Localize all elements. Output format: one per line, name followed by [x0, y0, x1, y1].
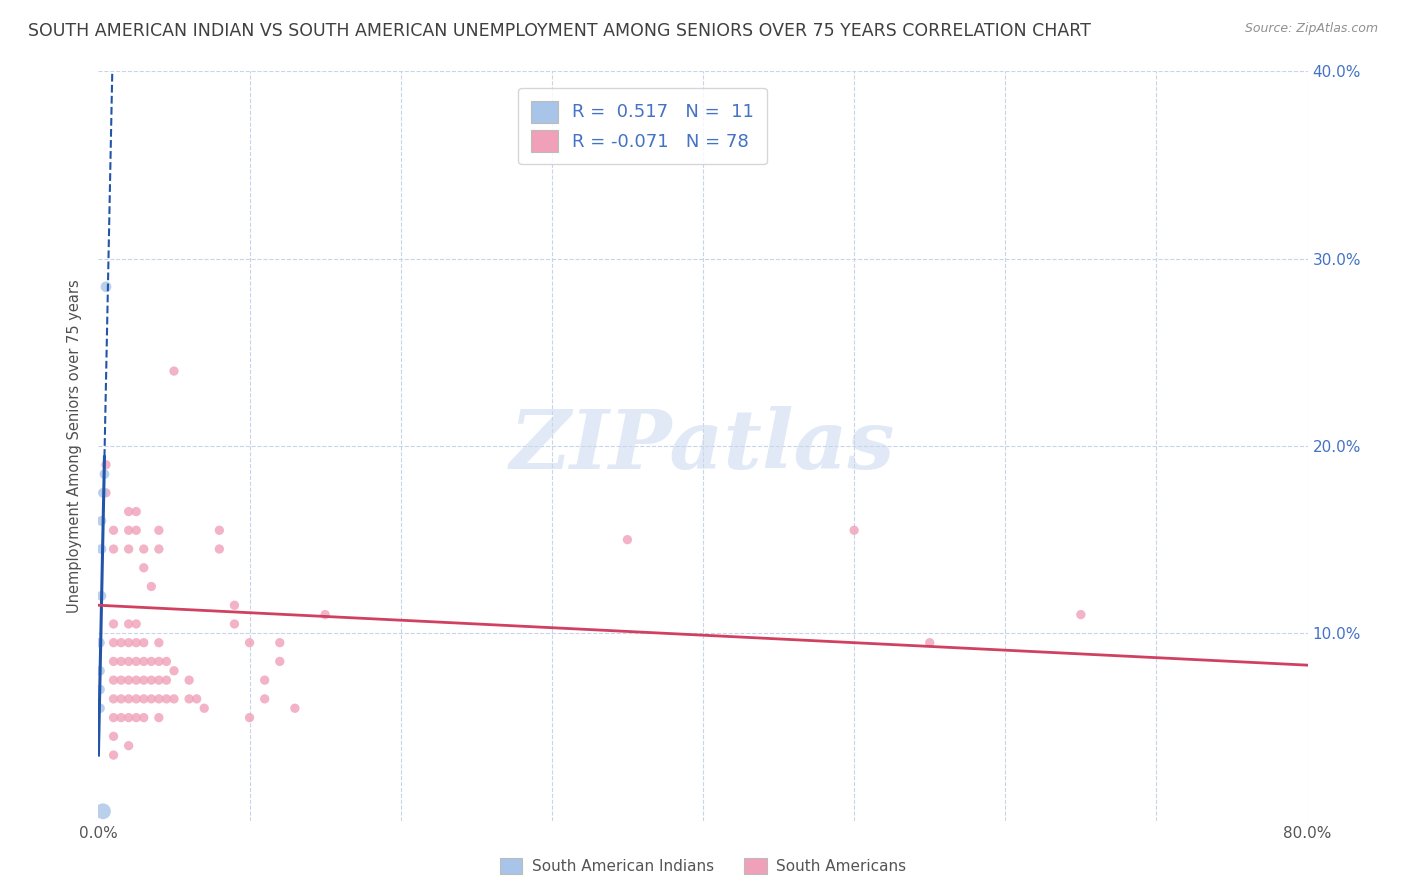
Point	[208, 542, 231, 557]
Point	[132, 635, 155, 649]
Point	[186, 692, 208, 706]
Point	[103, 673, 125, 688]
Point	[224, 599, 246, 613]
Point	[193, 701, 215, 715]
Point	[89, 664, 111, 678]
Point	[89, 635, 111, 649]
Point	[269, 635, 291, 649]
Point	[224, 617, 246, 632]
Point	[103, 524, 125, 538]
Point	[132, 655, 155, 669]
Point	[118, 505, 141, 519]
Point	[103, 730, 125, 744]
Point	[110, 692, 132, 706]
Point	[253, 673, 276, 688]
Point	[125, 673, 148, 688]
Point	[103, 692, 125, 706]
Point	[208, 524, 231, 538]
Point	[155, 655, 177, 669]
Point	[148, 692, 170, 706]
Point	[90, 514, 112, 528]
Text: Source: ZipAtlas.com: Source: ZipAtlas.com	[1244, 22, 1378, 36]
Point	[91, 805, 114, 819]
Point	[132, 561, 155, 575]
Point	[155, 673, 177, 688]
Point	[148, 655, 170, 669]
Point	[616, 533, 638, 547]
Point	[132, 710, 155, 724]
Point	[118, 542, 141, 557]
Point	[253, 692, 276, 706]
Legend: South American Indians, South Americans: South American Indians, South Americans	[494, 852, 912, 880]
Point	[148, 710, 170, 724]
Point	[94, 458, 117, 472]
Point	[239, 710, 262, 724]
Point	[1070, 607, 1092, 622]
Point	[141, 655, 163, 669]
Point	[93, 467, 115, 482]
Point	[125, 635, 148, 649]
Point	[94, 280, 117, 294]
Point	[284, 701, 307, 715]
Point	[132, 673, 155, 688]
Point	[118, 655, 141, 669]
Point	[118, 739, 141, 753]
Point	[148, 524, 170, 538]
Point	[125, 710, 148, 724]
Point	[118, 692, 141, 706]
Point	[110, 673, 132, 688]
Point	[118, 524, 141, 538]
Point	[132, 542, 155, 557]
Point	[125, 655, 148, 669]
Point	[118, 635, 141, 649]
Point	[314, 607, 336, 622]
Point	[110, 710, 132, 724]
Point	[163, 664, 186, 678]
Point	[141, 692, 163, 706]
Point	[89, 701, 111, 715]
Point	[125, 505, 148, 519]
Point	[90, 542, 112, 557]
Point	[125, 692, 148, 706]
Point	[118, 617, 141, 632]
Point	[118, 673, 141, 688]
Y-axis label: Unemployment Among Seniors over 75 years: Unemployment Among Seniors over 75 years	[67, 279, 83, 613]
Point	[269, 655, 291, 669]
Point	[110, 655, 132, 669]
Point	[125, 524, 148, 538]
Point	[844, 524, 866, 538]
Point	[141, 673, 163, 688]
Point	[132, 692, 155, 706]
Point	[103, 710, 125, 724]
Point	[141, 580, 163, 594]
Point	[103, 617, 125, 632]
Text: SOUTH AMERICAN INDIAN VS SOUTH AMERICAN UNEMPLOYMENT AMONG SENIORS OVER 75 YEARS: SOUTH AMERICAN INDIAN VS SOUTH AMERICAN …	[28, 22, 1091, 40]
Point	[125, 617, 148, 632]
Point	[155, 692, 177, 706]
Point	[148, 542, 170, 557]
Point	[163, 364, 186, 378]
Point	[89, 682, 111, 697]
Point	[103, 542, 125, 557]
Text: ZIPatlas: ZIPatlas	[510, 406, 896, 486]
Point	[163, 692, 186, 706]
Point	[148, 673, 170, 688]
Point	[179, 673, 201, 688]
Point	[90, 589, 112, 603]
Point	[118, 710, 141, 724]
Point	[110, 635, 132, 649]
Point	[103, 635, 125, 649]
Point	[918, 635, 941, 649]
Point	[94, 486, 117, 500]
Point	[91, 486, 114, 500]
Point	[239, 635, 262, 649]
Point	[103, 747, 125, 762]
Point	[148, 635, 170, 649]
Point	[179, 692, 201, 706]
Point	[103, 655, 125, 669]
